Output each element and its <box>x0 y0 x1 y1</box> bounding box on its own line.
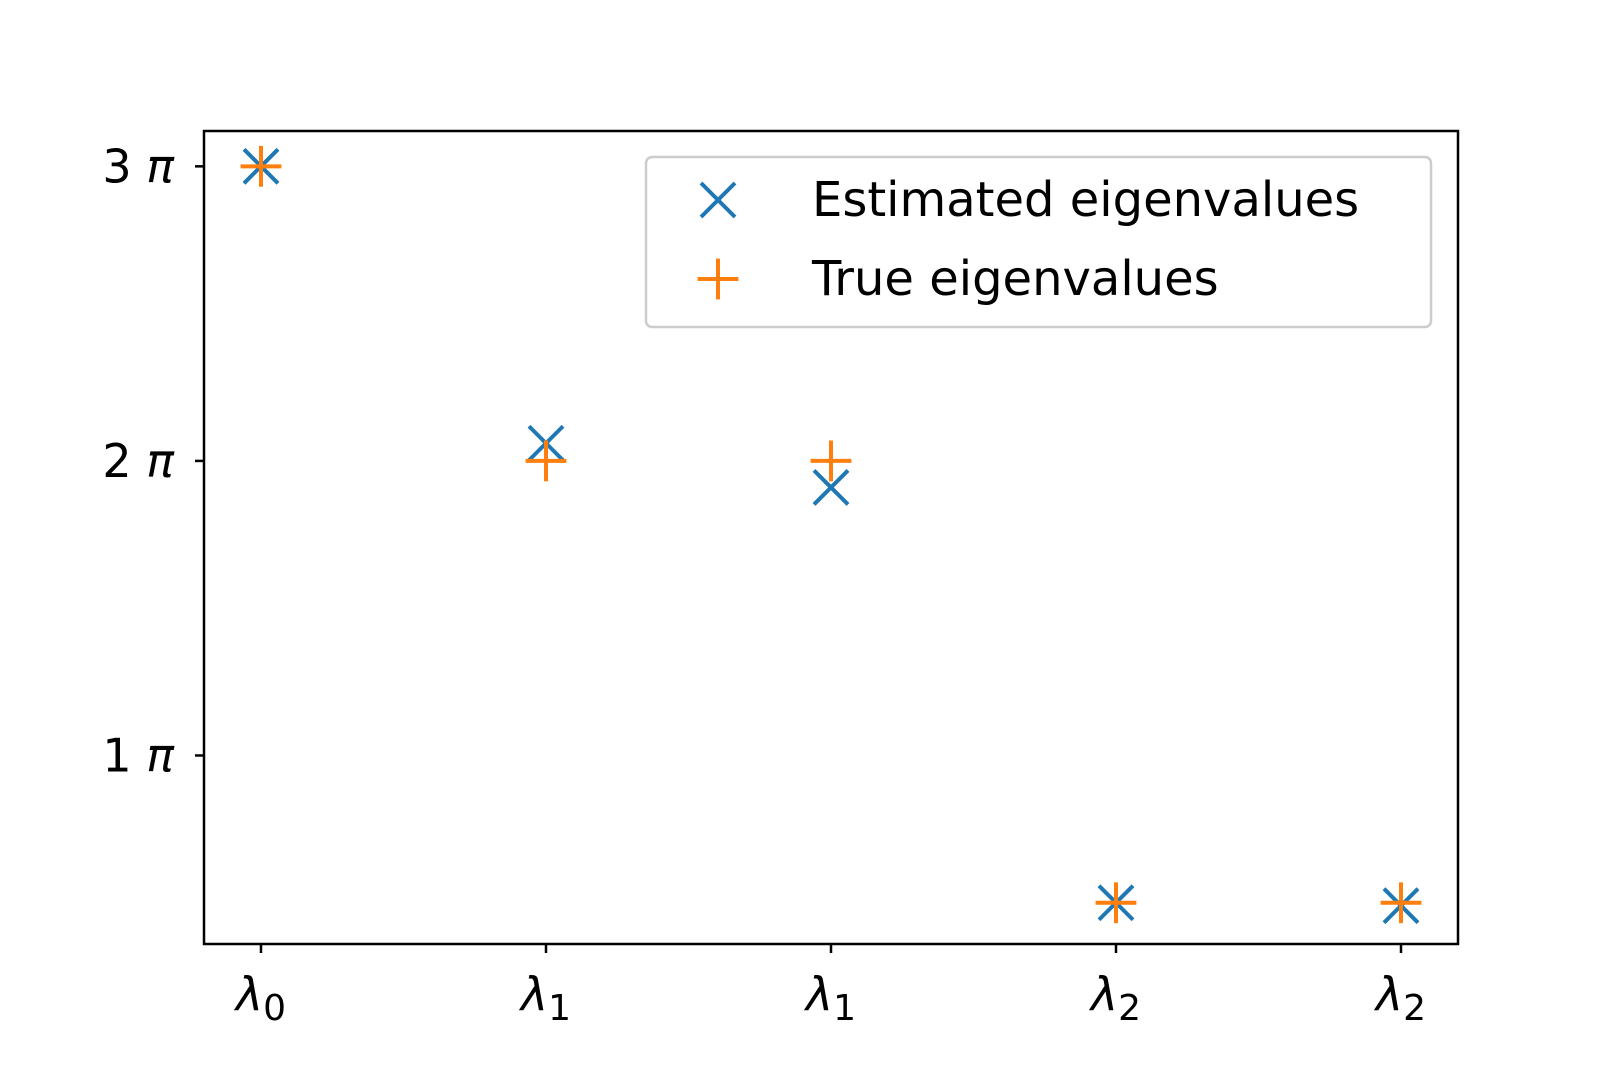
legend-label: Estimated eigenvalues <box>812 172 1359 228</box>
y-tick-label: 2 π <box>102 434 175 488</box>
legend-box <box>644 155 1433 329</box>
x-tick-label: λ1 <box>518 967 571 1029</box>
true-eigenvalue-point <box>240 145 282 187</box>
x-tick-label: λ2 <box>1088 967 1141 1029</box>
x-tick-label: λ0 <box>233 967 286 1029</box>
true-eigenvalue-point <box>1380 882 1422 924</box>
legend-label: True eigenvalues <box>811 251 1219 307</box>
estimated-eigenvalue-point <box>812 469 850 506</box>
legend-marker-true <box>697 258 739 300</box>
legend: Estimated eigenvalues True eigenvalues <box>644 155 1433 329</box>
x-tick-label: λ1 <box>803 967 856 1029</box>
x-tick-label: λ2 <box>1373 967 1426 1029</box>
y-tick-label: 1 π <box>102 728 175 782</box>
true-eigenvalue-point <box>1095 882 1137 924</box>
true-eigenvalue-point <box>810 440 852 482</box>
y-axis-ticks: 1 π 2 π 3 π <box>102 139 204 782</box>
y-tick-label: 3 π <box>102 139 175 193</box>
x-axis-ticks: λ0 λ1 λ1 λ2 λ2 <box>233 944 1426 1029</box>
legend-marker-estimated <box>699 181 737 219</box>
true-eigenvalue-point <box>525 440 567 482</box>
data-points <box>240 145 1422 925</box>
